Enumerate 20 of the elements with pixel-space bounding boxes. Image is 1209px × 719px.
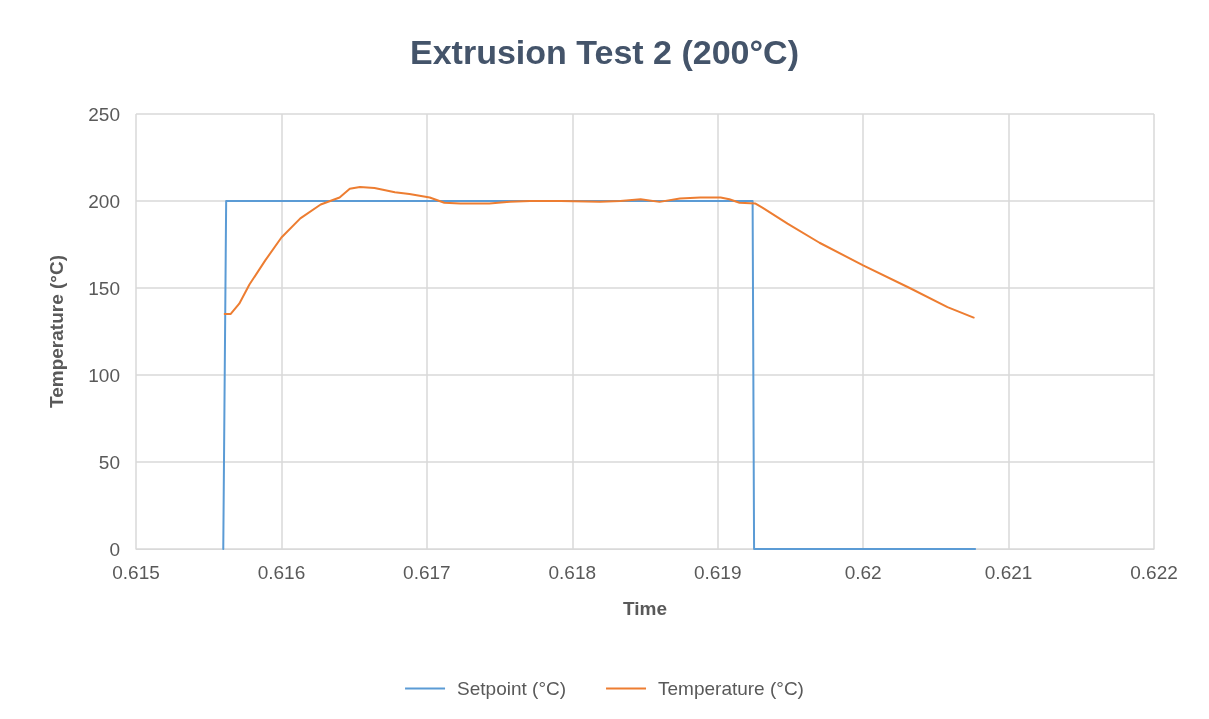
y-tick-label: 250 [88, 103, 120, 125]
y-axis-title: Temperature (°C) [46, 255, 67, 408]
y-tick-label: 100 [88, 364, 120, 386]
line-series [223, 186, 975, 319]
x-tick-label: 0.62 [844, 562, 882, 583]
x-tick-label: 0.618 [548, 562, 597, 583]
x-tick-label: 0.615 [112, 562, 160, 583]
x-tick-label: 0.619 [693, 562, 742, 583]
legend-label: Setpoint (°C) [457, 678, 567, 699]
y-tick-label: 200 [88, 190, 120, 212]
y-tick-label: 150 [88, 277, 120, 299]
y-tick-label: 0 [109, 538, 120, 560]
x-axis-title: Time [622, 598, 668, 619]
x-tick-label: 0.617 [403, 562, 451, 583]
x-tick-label: 0.616 [257, 562, 306, 583]
legend-label: Temperature (°C) [658, 678, 804, 699]
y-tick-label: 50 [98, 451, 120, 473]
x-tick-label: 0.622 [1130, 562, 1178, 583]
chart-title: Extrusion Test 2 (200°C) [410, 33, 799, 71]
x-tick-label: 0.621 [984, 562, 1033, 583]
